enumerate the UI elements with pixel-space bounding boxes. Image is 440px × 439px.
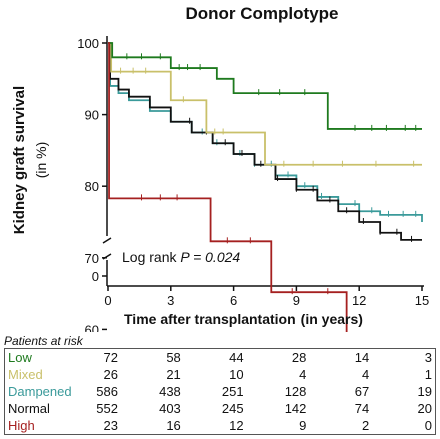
x-tick-label: 6 [230, 293, 237, 308]
risk-row-label: High [8, 418, 35, 433]
log-rank-label: Log rank [122, 249, 180, 265]
risk-row-label: Normal [8, 401, 50, 416]
risk-cell: 12 [229, 418, 244, 433]
x-tick-label: 9 [293, 293, 300, 308]
risk-cell: 74 [354, 401, 370, 416]
y-axis-unit: (in %) [33, 142, 49, 179]
y-tick-label: 60 [85, 322, 99, 332]
risk-cell: 1 [424, 367, 432, 382]
survival-chart: Donor Complotype Kidney graft survival (… [11, 4, 429, 332]
series-layer [108, 42, 423, 332]
risk-row-normal: Normal 552 403 245 142 74 20 [5, 400, 435, 417]
risk-cell: 552 [96, 401, 118, 416]
risk-row-high: High 23 16 12 9 2 0 [5, 417, 435, 434]
x-axis-unit: (in years) [301, 311, 363, 327]
y-axis-label: Kidney graft survival [11, 86, 28, 234]
risk-cell: 10 [229, 367, 244, 382]
y-tick-label: 70 [85, 251, 99, 266]
risk-row-cells: 72 58 44 28 14 3 [66, 349, 435, 366]
risk-cell: 128 [284, 384, 307, 399]
risk-cell: 245 [221, 401, 244, 416]
risk-cell: 403 [159, 401, 181, 416]
risk-row-low: Low 72 58 44 28 14 3 [5, 349, 435, 366]
y-tick-label: 0 [92, 269, 99, 284]
risk-cell: 21 [166, 367, 181, 382]
risk-cell: 3 [424, 350, 432, 365]
risk-row-label: Low [8, 350, 32, 365]
chart-title: Donor Complotype [186, 4, 339, 23]
y-tick-label: 80 [85, 179, 99, 194]
risk-cell: 67 [354, 384, 370, 399]
x-axis-title: Time after transplantation [124, 311, 296, 327]
y-tick-label: 90 [85, 108, 99, 123]
risk-cell: 142 [284, 401, 307, 416]
risk-row-cells: 586 438 251 128 67 19 [66, 383, 435, 400]
risk-row-label: Mixed [8, 367, 43, 382]
risk-cell: 26 [103, 367, 118, 382]
risk-table-title: Patients at risk [4, 334, 83, 348]
risk-cell: 4 [361, 367, 370, 382]
y-axis-break [102, 237, 112, 260]
risk-cell: 58 [166, 350, 181, 365]
risk-cell: 44 [229, 350, 244, 365]
risk-row-cells: 26 21 10 4 4 1 [66, 366, 435, 383]
risk-row-cells: 23 16 12 9 2 0 [66, 417, 435, 434]
risk-cell: 16 [166, 418, 181, 433]
x-tick-label: 3 [167, 293, 174, 308]
series-line-high [108, 42, 348, 332]
risk-cell: 28 [291, 350, 307, 365]
x-tick-label: 0 [104, 293, 111, 308]
axis-ticks: 0506070809010003691215 [77, 36, 429, 332]
risk-row-cells: 552 403 245 142 74 20 [66, 400, 435, 417]
risk-cell: 0 [424, 418, 432, 433]
series-line-low [108, 42, 422, 130]
risk-cell: 14 [354, 350, 370, 365]
risk-cell: 23 [103, 418, 118, 433]
risk-cell: 9 [299, 418, 307, 433]
log-rank-p-value: P = 0.024 [180, 249, 240, 265]
x-axis-label: Time after transplantation (in years) [124, 311, 363, 327]
series-line-normal [108, 42, 422, 241]
risk-cell: 586 [96, 384, 118, 399]
y-tick-label: 100 [77, 36, 99, 51]
risk-cell: 20 [417, 401, 432, 416]
risk-cell: 4 [299, 367, 307, 382]
log-rank-annotation: Log rank P = 0.024 [122, 249, 240, 265]
series-line-mixed [108, 42, 422, 166]
risk-row-mixed: Mixed 26 21 10 4 4 1 [5, 366, 435, 383]
x-tick-label: 12 [352, 293, 366, 308]
risk-cell: 72 [103, 350, 118, 365]
risk-cell: 19 [417, 384, 432, 399]
risk-cell: 2 [361, 418, 370, 433]
risk-row-dampened: Dampened 586 438 251 128 67 19 [5, 383, 435, 400]
risk-table: Low 72 58 44 28 14 3 Mixed 26 21 10 4 4 1 Dampened 586 4… [4, 348, 436, 435]
x-tick-label: 15 [415, 293, 429, 308]
risk-cell: 251 [221, 384, 244, 399]
risk-row-label: Dampened [8, 384, 72, 399]
risk-cell: 438 [159, 384, 181, 399]
